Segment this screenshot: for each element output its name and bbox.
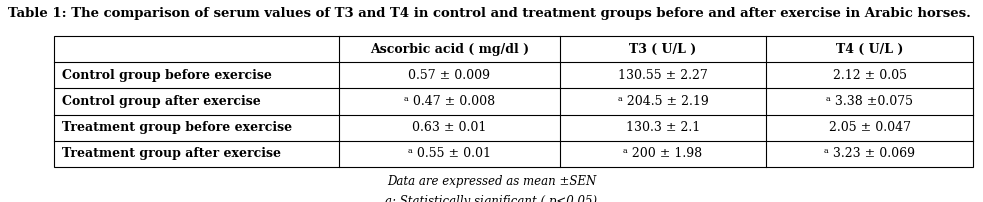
Text: 0.57 ± 0.009: 0.57 ± 0.009 <box>408 69 491 82</box>
Text: Data are expressed as mean ±SEN: Data are expressed as mean ±SEN <box>387 175 596 188</box>
Text: 130.3 ± 2.1: 130.3 ± 2.1 <box>626 121 700 134</box>
Text: 0.63 ± 0.01: 0.63 ± 0.01 <box>412 121 487 134</box>
Text: Treatment group before exercise: Treatment group before exercise <box>62 121 292 134</box>
Text: 130.55 ± 2.27: 130.55 ± 2.27 <box>618 69 708 82</box>
Text: 2.05 ± 0.047: 2.05 ± 0.047 <box>829 121 911 134</box>
Text: 2.12 ± 0.05: 2.12 ± 0.05 <box>833 69 906 82</box>
Text: Table 1: The comparison of serum values of T3 and T4 in control and treatment gr: Table 1: The comparison of serum values … <box>8 7 971 20</box>
Text: ᵃ 0.47 ± 0.008: ᵃ 0.47 ± 0.008 <box>404 95 494 108</box>
Text: Ascorbic acid ( mg/dl ): Ascorbic acid ( mg/dl ) <box>370 43 529 56</box>
Text: ᵃ 3.23 ± 0.069: ᵃ 3.23 ± 0.069 <box>825 147 915 160</box>
Bar <box>54 36 973 167</box>
Text: T4 ( U/L ): T4 ( U/L ) <box>837 43 903 56</box>
Text: ᵃ 0.55 ± 0.01: ᵃ 0.55 ± 0.01 <box>408 147 491 160</box>
Text: ᵃ 204.5 ± 2.19: ᵃ 204.5 ± 2.19 <box>617 95 709 108</box>
Text: Control group after exercise: Control group after exercise <box>62 95 260 108</box>
Text: ᵃ 3.38 ±0.075: ᵃ 3.38 ±0.075 <box>827 95 913 108</box>
Text: a: Statistically significant ( p<0.05): a: Statistically significant ( p<0.05) <box>385 196 598 202</box>
Text: T3 ( U/L ): T3 ( U/L ) <box>629 43 697 56</box>
Text: Treatment group after exercise: Treatment group after exercise <box>62 147 281 160</box>
Text: Control group before exercise: Control group before exercise <box>62 69 272 82</box>
Text: ᵃ 200 ± 1.98: ᵃ 200 ± 1.98 <box>623 147 703 160</box>
